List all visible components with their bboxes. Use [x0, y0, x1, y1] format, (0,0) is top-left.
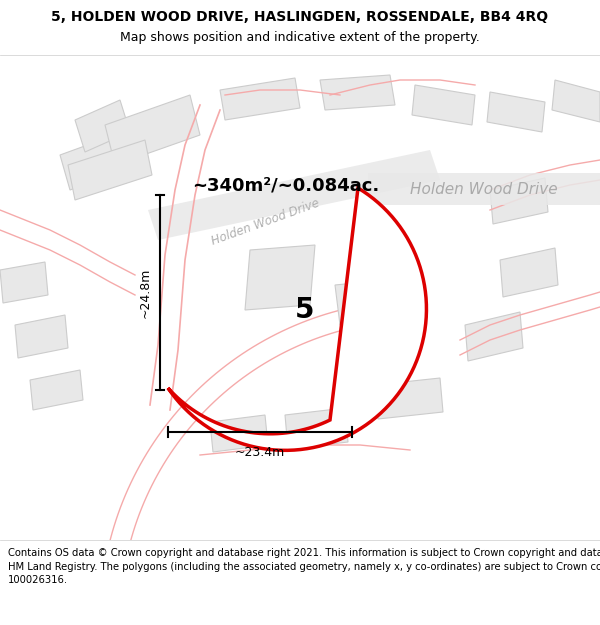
- Text: Map shows position and indicative extent of the property.: Map shows position and indicative extent…: [120, 31, 480, 44]
- Text: 5, HOLDEN WOOD DRIVE, HASLINGDEN, ROSSENDALE, BB4 4RQ: 5, HOLDEN WOOD DRIVE, HASLINGDEN, ROSSEN…: [52, 10, 548, 24]
- Text: ~23.4m: ~23.4m: [235, 446, 285, 459]
- Text: Holden Wood Drive: Holden Wood Drive: [410, 181, 558, 196]
- Polygon shape: [75, 100, 130, 152]
- Polygon shape: [68, 140, 152, 200]
- Polygon shape: [0, 262, 48, 303]
- Polygon shape: [30, 370, 83, 410]
- Polygon shape: [210, 415, 268, 452]
- Text: ~340m²/~0.084ac.: ~340m²/~0.084ac.: [192, 176, 379, 194]
- Polygon shape: [500, 248, 558, 297]
- Polygon shape: [552, 80, 600, 122]
- Polygon shape: [412, 85, 475, 125]
- Polygon shape: [320, 75, 395, 110]
- Polygon shape: [375, 378, 443, 419]
- Polygon shape: [60, 135, 125, 190]
- Text: 100026316.: 100026316.: [8, 575, 68, 585]
- Polygon shape: [490, 178, 548, 224]
- Text: HM Land Registry. The polygons (including the associated geometry, namely x, y c: HM Land Registry. The polygons (includin…: [8, 561, 600, 571]
- Polygon shape: [245, 245, 315, 310]
- Polygon shape: [465, 312, 523, 361]
- Polygon shape: [335, 280, 390, 325]
- Text: Holden Wood Drive: Holden Wood Drive: [209, 196, 321, 248]
- Text: ~24.8m: ~24.8m: [139, 268, 152, 318]
- FancyBboxPatch shape: [368, 173, 600, 205]
- Polygon shape: [105, 95, 200, 165]
- Polygon shape: [168, 188, 427, 451]
- Polygon shape: [15, 315, 68, 358]
- Polygon shape: [220, 78, 300, 120]
- Polygon shape: [148, 150, 440, 240]
- Polygon shape: [285, 408, 348, 449]
- Text: Contains OS data © Crown copyright and database right 2021. This information is : Contains OS data © Crown copyright and d…: [8, 548, 600, 558]
- Text: 5: 5: [295, 296, 315, 324]
- Polygon shape: [487, 92, 545, 132]
